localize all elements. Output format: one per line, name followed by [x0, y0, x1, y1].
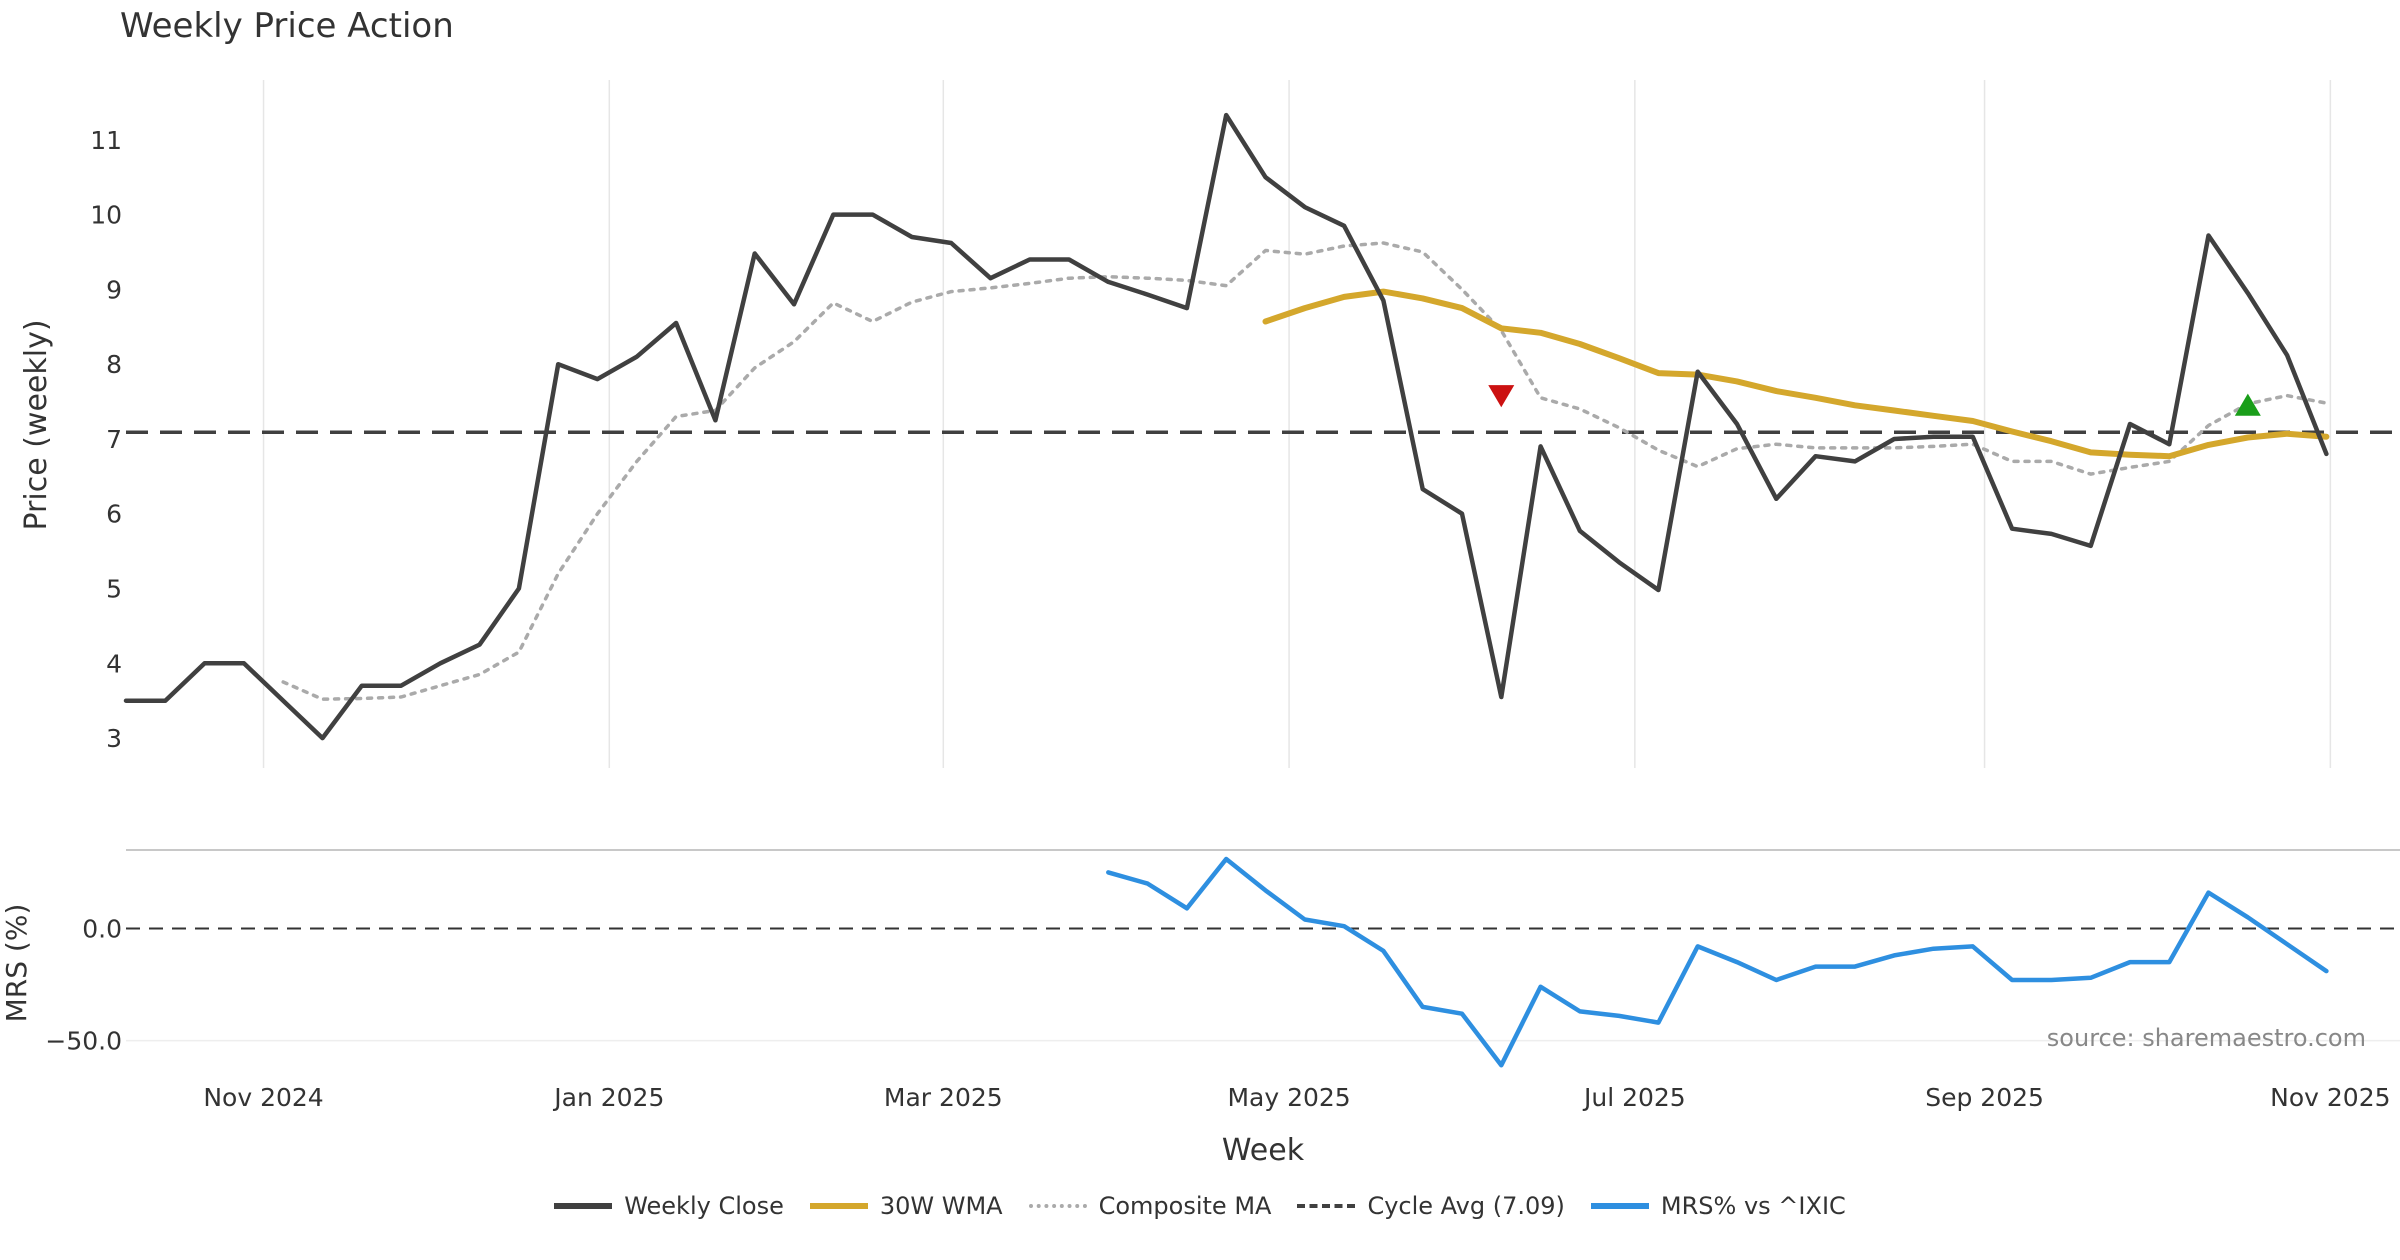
x-axis: Nov 2024 Jan 2025 Mar 2025 May 2025 Jul 2025… — [203, 1083, 2390, 1112]
x-tick-label: Sep 2025 — [1925, 1083, 2044, 1112]
x-axis-label: Week — [1222, 1133, 1305, 1168]
price-y-tick-label: 6 — [106, 500, 122, 529]
price-y-axis-label: Price (weekly) — [19, 319, 54, 530]
mrs-line — [1106, 856, 2329, 1068]
x-tick-label: Nov 2025 — [2270, 1083, 2390, 1112]
mrs-y-axis-label: MRS (%) — [0, 904, 33, 1023]
mrs-grid — [126, 849, 2400, 1042]
price-y-tick-label: 5 — [106, 575, 122, 604]
legend-label: Cycle Avg (7.09) — [1367, 1192, 1565, 1220]
legend-swatch — [1590, 1203, 1649, 1209]
source-note: source: sharemaestro.com — [2047, 1024, 2366, 1052]
x-tick-label: Jul 2025 — [1582, 1083, 1686, 1112]
price-series — [123, 112, 2400, 741]
price-y-tick-label: 3 — [106, 724, 122, 753]
legend-swatch — [1028, 1204, 1087, 1208]
x-tick-label: Nov 2024 — [203, 1083, 323, 1112]
legend-item: Composite MA — [1028, 1192, 1272, 1220]
legend: Weekly Close 30W WMA Composite MA Cycle Avg… — [0, 1192, 2400, 1220]
x-tick-label: Mar 2025 — [884, 1083, 1003, 1112]
legend-swatch — [809, 1203, 868, 1209]
weekly-close-line — [123, 112, 2329, 741]
price-grid — [262, 80, 2332, 768]
legend-label: Weekly Close — [624, 1192, 784, 1220]
legend-item: 30W WMA — [809, 1192, 1003, 1220]
x-tick-label: Jan 2025 — [552, 1083, 664, 1112]
legend-item: MRS% vs ^IXIC — [1590, 1192, 1846, 1220]
price-y-tick-label: 11 — [90, 126, 122, 155]
mrs-y-axis: 0.0 −50.0 — [45, 914, 122, 1055]
legend-label: MRS% vs ^IXIC — [1660, 1192, 1846, 1220]
price-y-tick-label: 7 — [106, 425, 122, 454]
legend-item: Cycle Avg (7.09) — [1297, 1192, 1565, 1220]
price-y-tick-label: 10 — [90, 201, 122, 230]
x-tick-label: May 2025 — [1227, 1083, 1350, 1112]
legend-swatch — [554, 1203, 613, 1209]
legend-label: 30W WMA — [879, 1192, 1003, 1220]
price-y-tick-label: 8 — [106, 350, 122, 379]
mrs-y-tick-label: 0.0 — [82, 914, 122, 943]
legend-label: Composite MA — [1098, 1192, 1272, 1220]
composite-ma-line — [281, 241, 2329, 701]
price-y-axis: 3 4 5 6 7 8 9 10 11 — [90, 126, 122, 753]
legend-swatch — [1297, 1204, 1356, 1208]
price-markers — [1488, 385, 2261, 416]
buy-signal-marker — [2234, 393, 2261, 416]
mrs-y-tick-label: −50.0 — [45, 1027, 122, 1056]
price-y-tick-label: 9 — [106, 275, 122, 304]
sell-signal-marker — [1488, 385, 1515, 408]
wma-30w-line — [1262, 288, 2330, 460]
mrs-series — [1106, 856, 2329, 1068]
chart-title: Weekly Price Action — [120, 6, 454, 46]
price-y-tick-label: 4 — [106, 649, 122, 678]
legend-item: Weekly Close — [554, 1192, 784, 1220]
